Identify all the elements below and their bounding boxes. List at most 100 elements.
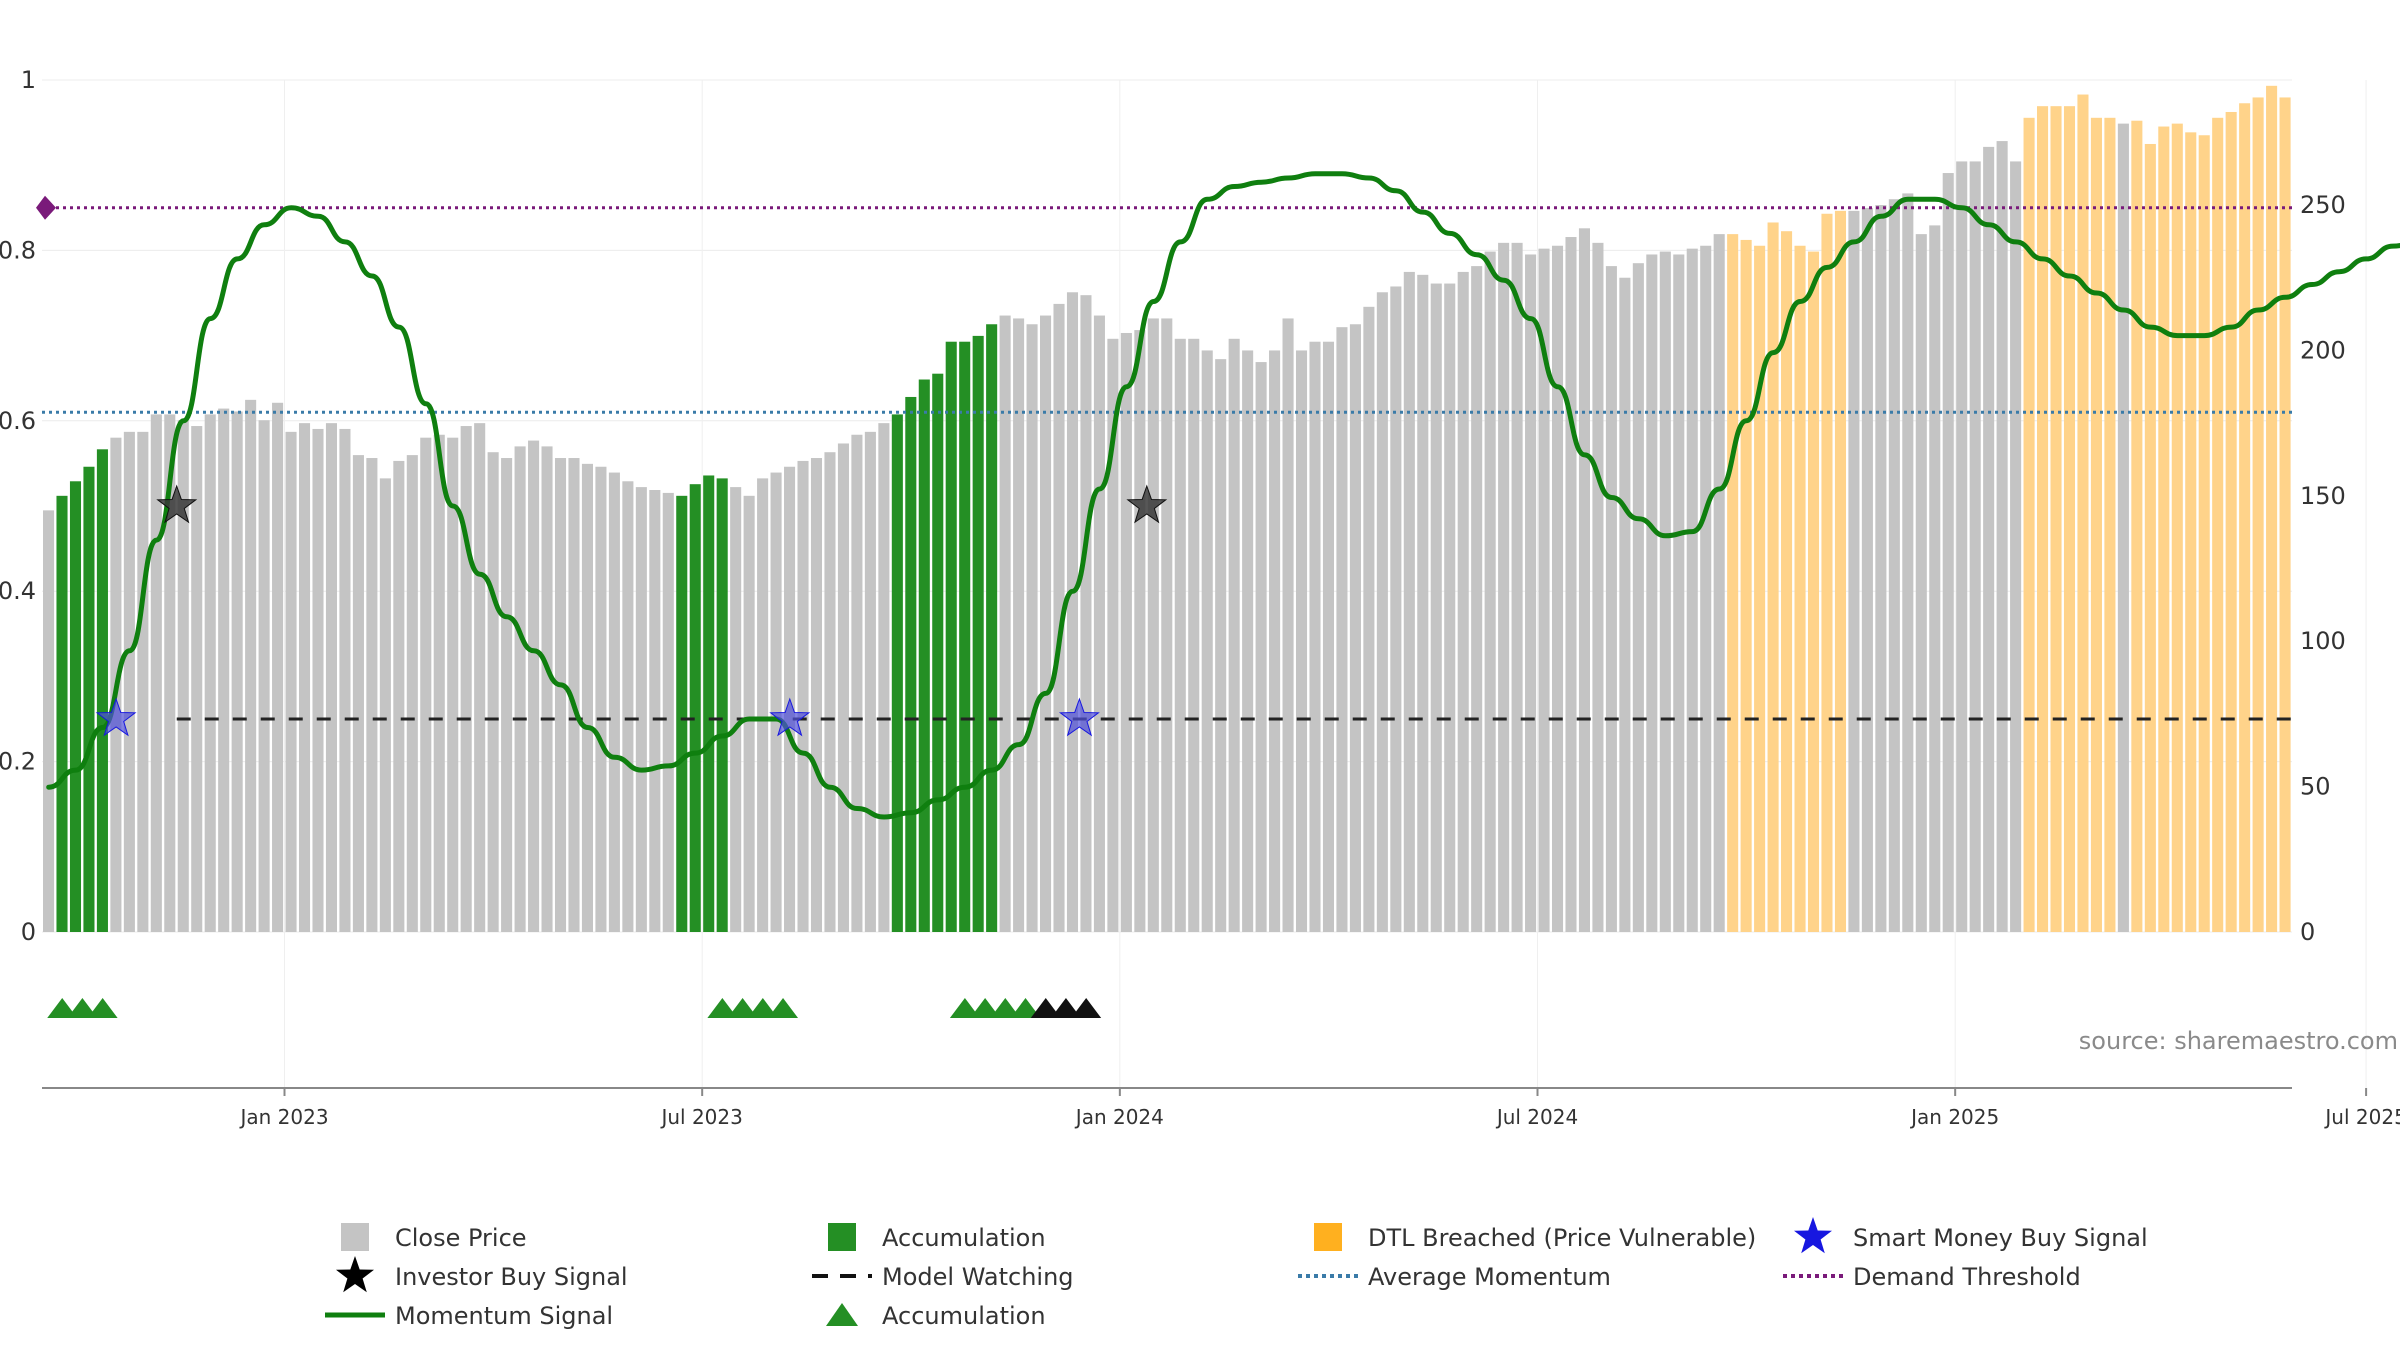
close-price-bar <box>1107 338 1119 932</box>
dtl-breached-bar <box>2158 126 2170 932</box>
dtl-breached-bar <box>2279 97 2291 932</box>
close-price-bar <box>581 463 593 932</box>
close-price-bar <box>797 460 809 932</box>
accumulation-triangle <box>707 998 738 1018</box>
close-price-bar <box>1619 277 1631 933</box>
accumulation-bar <box>918 379 930 932</box>
dtl-breached-bar <box>1794 245 1806 932</box>
x-axis-tick-label: Jan 2025 <box>1909 1105 1999 1129</box>
close-price-bar <box>837 443 849 932</box>
legend-item: Accumulation <box>826 1302 1046 1330</box>
close-price-bar <box>1686 248 1698 932</box>
momentum-signal-line <box>46 171 2400 820</box>
investor-buy-signal-star <box>1126 484 1168 524</box>
smart-money-buy-signal-star <box>95 697 137 737</box>
close-price-bar <box>1295 350 1308 932</box>
close-price-bar <box>595 466 607 932</box>
accumulation-panel <box>47 998 1102 1018</box>
close-price-bar <box>1282 318 1294 932</box>
right-axis-tick-label: 200 <box>2300 336 2346 364</box>
close-price-bar <box>662 492 674 932</box>
close-price-bar <box>1026 324 1038 932</box>
left-axis-tick-label: 0.2 <box>0 748 36 776</box>
close-price-bar <box>1632 263 1644 932</box>
close-price-bar <box>218 408 230 933</box>
close-price-bar <box>137 431 149 932</box>
legend-label: Smart Money Buy Signal <box>1853 1224 2148 1252</box>
close-price-bar <box>608 472 620 932</box>
right-axis: 0 50 100 150 200 250 <box>2300 191 2346 946</box>
close-price-bar <box>339 428 351 932</box>
close-price-bar <box>231 411 243 932</box>
source-note: source: sharemaestro.com <box>2079 1027 2398 1055</box>
accumulation-bar <box>905 396 917 933</box>
close-price-bar <box>554 458 567 932</box>
close-price-bar <box>864 431 876 932</box>
right-axis-tick-label: 150 <box>2300 482 2346 510</box>
legend-item: Accumulation <box>828 1223 1046 1252</box>
legend-item: Momentum Signal <box>325 1302 613 1330</box>
legend-swatch-green <box>828 1223 856 1251</box>
plot-area <box>36 79 2400 1088</box>
close-price-bar <box>1147 318 1159 932</box>
close-price-bar <box>1390 286 1402 933</box>
close-price-bar <box>649 490 661 932</box>
left-axis: 0 0.2 0.4 0.6 0.8 1 <box>0 66 36 946</box>
close-price-bar <box>2010 161 2022 933</box>
close-price-bar <box>191 426 203 932</box>
close-price-bar <box>1983 146 1995 932</box>
close-price-bar <box>1363 306 1375 932</box>
close-price-bar <box>1444 283 1456 932</box>
close-price-bar <box>1013 318 1025 932</box>
x-axis-tick-label: Jul 2024 <box>1495 1105 1578 1129</box>
dtl-breached-bar <box>2198 135 2210 932</box>
accumulation-triangle <box>747 998 778 1018</box>
dtl-breached-bar <box>2077 94 2089 933</box>
close-price-bar <box>770 472 782 932</box>
legend-item: Model Watching <box>812 1263 1074 1291</box>
legend-label: Demand Threshold <box>1853 1263 2081 1291</box>
dtl-breached-bar <box>2239 103 2251 932</box>
close-price-bar <box>312 428 324 932</box>
close-price-bar <box>1080 295 1092 932</box>
legend: Close Price Investor Buy Signal Momentum S… <box>325 1217 2148 1330</box>
close-price-bar <box>514 446 526 932</box>
dtl-breached-bar <box>1821 213 1833 932</box>
close-price-bar <box>433 434 445 932</box>
close-price-bar <box>245 399 257 932</box>
legend-label: Momentum Signal <box>395 1302 613 1330</box>
close-price-bar <box>1902 193 1914 932</box>
accumulation-bar <box>932 373 944 932</box>
close-price-bar <box>635 487 647 932</box>
x-axis-tick-label: Jan 2023 <box>238 1105 328 1129</box>
dtl-breached-bar <box>2131 120 2143 932</box>
close-price-bar <box>1848 210 1860 933</box>
left-axis-tick-label: 0.4 <box>0 577 36 605</box>
close-price-bar <box>1929 225 1941 932</box>
legend-black-star-icon <box>336 1256 374 1293</box>
close-price-bar <box>730 487 742 932</box>
close-price-bar <box>1578 228 1590 933</box>
close-price-bar <box>1861 207 1873 932</box>
close-price-bar <box>1134 330 1146 933</box>
dtl-breached-bar <box>2185 132 2197 933</box>
dtl-breached-bar <box>2090 117 2102 933</box>
close-price-bar <box>1592 242 1604 933</box>
close-price-bar <box>1942 173 1954 933</box>
accumulation-triangle <box>949 998 980 1018</box>
close-price-bar <box>1673 254 1685 933</box>
dtl-breached-bar <box>1740 239 1752 932</box>
accumulation-triangle <box>47 998 78 1018</box>
dtl-breached-bar <box>2037 106 2049 933</box>
accumulation-triangle <box>990 998 1021 1018</box>
close-price-bar <box>1120 332 1132 933</box>
accumulation-bar <box>83 466 95 932</box>
close-price-bar <box>1471 266 1483 933</box>
close-price-bar <box>1996 141 2008 932</box>
accumulation-triangle <box>970 998 1001 1018</box>
accumulation-bar <box>676 495 688 932</box>
left-axis-tick-label: 1 <box>21 66 36 94</box>
close-price-bar <box>501 458 513 932</box>
accumulation-bar <box>986 324 998 932</box>
close-price-bar <box>1538 248 1550 932</box>
